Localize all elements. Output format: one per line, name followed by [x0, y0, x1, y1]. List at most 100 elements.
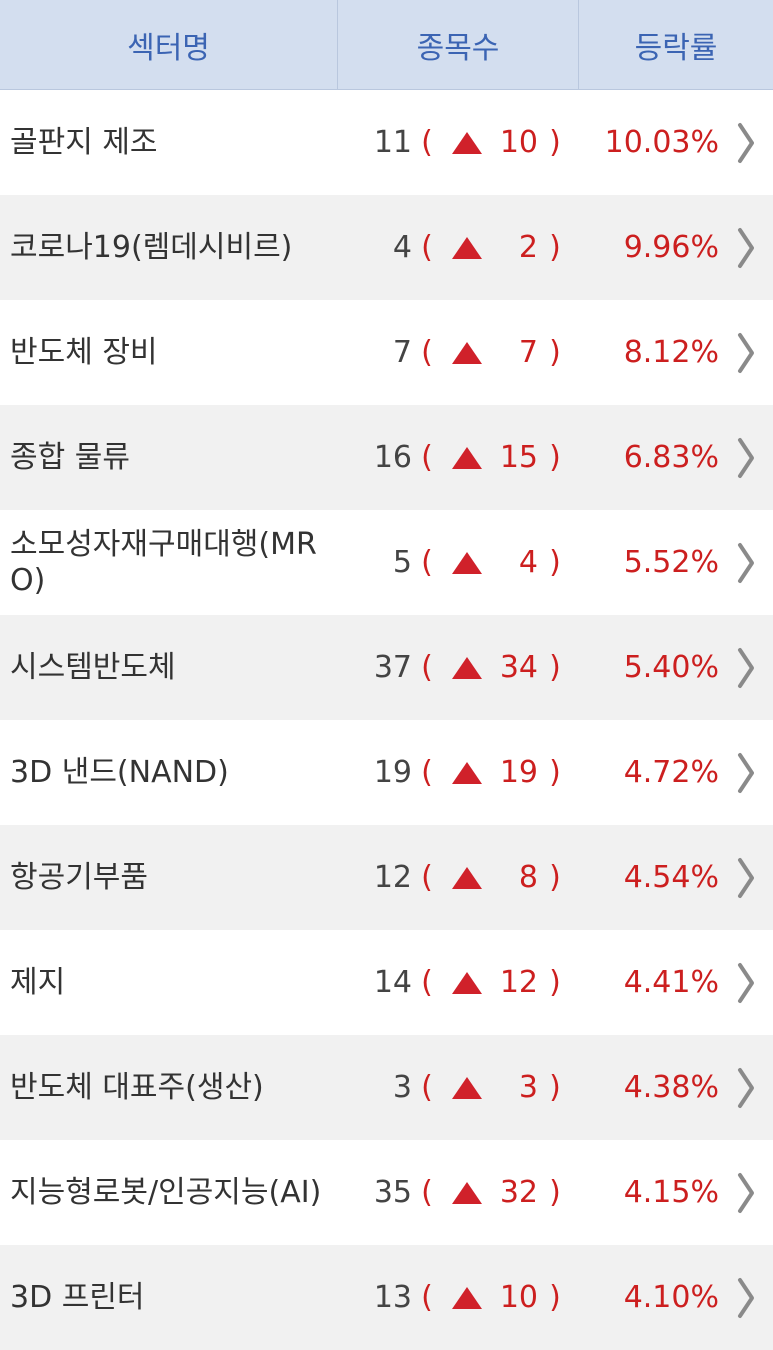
close-paren: ) [549, 650, 561, 685]
up-count: 15 [499, 440, 538, 475]
table-row[interactable]: 골판지 제조 11 ( 10 ) 10.03% [0, 90, 773, 195]
total-count: 13 [373, 1280, 412, 1315]
open-paren: ( [421, 440, 433, 475]
close-paren: ) [549, 965, 561, 1000]
table-row[interactable]: 항공기부품 12 ( 8 ) 4.54% [0, 825, 773, 930]
total-count: 14 [373, 965, 412, 1000]
stock-count: 11 ( 10 ) [338, 125, 579, 160]
triangle-up-icon [452, 866, 482, 889]
triangle-up-icon [452, 656, 482, 679]
chevron-right-icon[interactable] [719, 962, 773, 1004]
change-rate: 4.54% [623, 860, 719, 895]
sector-name: 3D 낸드(NAND) [10, 754, 229, 790]
total-count: 19 [373, 755, 412, 790]
total-count: 7 [392, 335, 412, 370]
open-paren: ( [421, 1070, 433, 1105]
triangle-up-icon [452, 131, 482, 154]
up-count: 34 [499, 650, 538, 685]
chevron-right-icon[interactable] [719, 1172, 773, 1214]
stock-count: 5 ( 4 ) [338, 545, 579, 580]
total-count: 5 [392, 545, 412, 580]
sector-name: 종합 물류 [10, 439, 130, 475]
change-rate: 9.96% [623, 230, 719, 265]
sector-name: 지능형로봇/인공지능(AI) [10, 1174, 322, 1210]
table-row[interactable]: 제지 14 ( 12 ) 4.41% [0, 930, 773, 1035]
total-count: 35 [373, 1175, 412, 1210]
table-row[interactable]: 종합 물류 16 ( 15 ) 6.83% [0, 405, 773, 510]
sector-name: 반도체 대표주(생산) [10, 1069, 264, 1105]
close-paren: ) [549, 545, 561, 580]
table-row[interactable]: 반도체 대표주(생산) 3 ( 3 ) 4.38% [0, 1035, 773, 1140]
stock-count: 7 ( 7 ) [338, 335, 579, 370]
triangle-up-icon [452, 446, 482, 469]
sector-name: 항공기부품 [10, 859, 148, 895]
close-paren: ) [549, 125, 561, 160]
change-rate: 5.52% [623, 545, 719, 580]
triangle-up-icon [452, 761, 482, 784]
header-sector[interactable]: 섹터명 [0, 0, 338, 89]
stock-count: 16 ( 15 ) [338, 440, 579, 475]
total-count: 37 [373, 650, 412, 685]
chevron-right-icon[interactable] [719, 332, 773, 374]
table-row[interactable]: 지능형로봇/인공지능(AI) 35 ( 32 ) 4.15% [0, 1140, 773, 1245]
change-rate: 8.12% [623, 335, 719, 370]
stock-count: 13 ( 10 ) [338, 1280, 579, 1315]
chevron-right-icon[interactable] [719, 1277, 773, 1319]
header-count[interactable]: 종목수 [338, 0, 579, 89]
up-count: 2 [518, 230, 538, 265]
chevron-right-icon[interactable] [719, 1067, 773, 1109]
sector-name: 3D 프린터 [10, 1279, 145, 1315]
change-rate: 4.41% [623, 965, 719, 1000]
stock-count: 19 ( 19 ) [338, 755, 579, 790]
up-count: 12 [499, 965, 538, 1000]
up-count: 10 [499, 1280, 538, 1315]
up-count: 3 [518, 1070, 538, 1105]
change-rate: 10.03% [604, 125, 719, 160]
table-row[interactable]: 소모성자재구매대행(MRO) 5 ( 4 ) 5.52% [0, 510, 773, 615]
triangle-up-icon [452, 971, 482, 994]
table-row[interactable]: 시스템반도체 37 ( 34 ) 5.40% [0, 615, 773, 720]
chevron-right-icon[interactable] [719, 227, 773, 269]
chevron-right-icon[interactable] [719, 437, 773, 479]
up-count: 4 [518, 545, 538, 580]
table-row[interactable]: 반도체 장비 7 ( 7 ) 8.12% [0, 300, 773, 405]
stock-count: 14 ( 12 ) [338, 965, 579, 1000]
change-rate: 6.83% [623, 440, 719, 475]
stock-count: 3 ( 3 ) [338, 1070, 579, 1105]
sector-name: 시스템반도체 [10, 649, 176, 685]
up-count: 7 [518, 335, 538, 370]
stock-count: 4 ( 2 ) [338, 230, 579, 265]
close-paren: ) [549, 440, 561, 475]
triangle-up-icon [452, 1286, 482, 1309]
up-count: 10 [499, 125, 538, 160]
open-paren: ( [421, 545, 433, 580]
chevron-right-icon[interactable] [719, 542, 773, 584]
chevron-right-icon[interactable] [719, 647, 773, 689]
chevron-right-icon[interactable] [719, 752, 773, 794]
open-paren: ( [421, 650, 433, 685]
open-paren: ( [421, 965, 433, 1000]
close-paren: ) [549, 230, 561, 265]
up-count: 19 [499, 755, 538, 790]
close-paren: ) [549, 860, 561, 895]
open-paren: ( [421, 1175, 433, 1210]
header-rate[interactable]: 등락률 [634, 30, 718, 66]
total-count: 16 [373, 440, 412, 475]
close-paren: ) [549, 1175, 561, 1210]
chevron-right-icon[interactable] [719, 857, 773, 899]
open-paren: ( [421, 125, 433, 160]
triangle-up-icon [452, 1181, 482, 1204]
table-row[interactable]: 3D 낸드(NAND) 19 ( 19 ) 4.72% [0, 720, 773, 825]
close-paren: ) [549, 1070, 561, 1105]
open-paren: ( [421, 335, 433, 370]
triangle-up-icon [452, 236, 482, 259]
chevron-right-icon[interactable] [719, 122, 773, 164]
sector-name: 반도체 장비 [10, 334, 158, 370]
close-paren: ) [549, 755, 561, 790]
table-row[interactable]: 코로나19(렘데시비르) 4 ( 2 ) 9.96% [0, 195, 773, 300]
open-paren: ( [421, 230, 433, 265]
open-paren: ( [421, 860, 433, 895]
change-rate: 5.40% [623, 650, 719, 685]
table-row[interactable]: 3D 프린터 13 ( 10 ) 4.10% [0, 1245, 773, 1350]
